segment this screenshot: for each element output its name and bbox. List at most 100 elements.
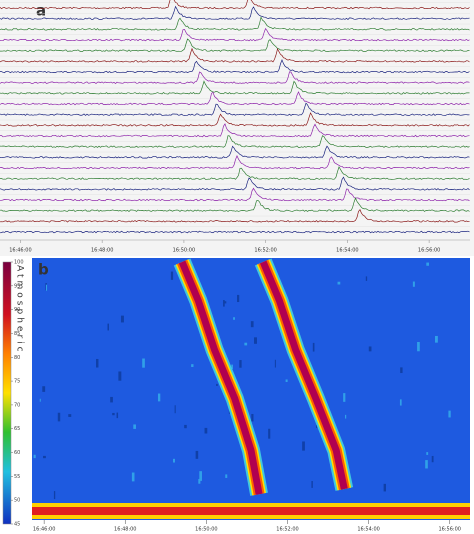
speckle: [191, 364, 194, 367]
trace: [0, 155, 470, 170]
colorbar-tick-label: 85: [14, 331, 20, 337]
speckle: [133, 424, 136, 429]
colorbar-tick-label: 95: [14, 283, 20, 289]
speckle: [39, 398, 41, 402]
speckle: [42, 386, 46, 392]
speckle: [337, 281, 341, 285]
trace: [0, 197, 470, 212]
speckle: [239, 360, 242, 368]
speckle: [233, 317, 235, 320]
speckle: [43, 455, 46, 459]
colorbar-tick-label: 90: [14, 307, 20, 313]
trace: [0, 91, 470, 106]
speckle: [268, 428, 271, 439]
speckle: [431, 455, 434, 463]
speckle: [57, 412, 61, 422]
x-tick-label: 16:48:00: [91, 248, 113, 254]
low-band-core: [32, 507, 470, 515]
speckle: [174, 405, 176, 414]
trace: [0, 209, 470, 223]
x-tick-label: 16:46:00: [9, 248, 31, 254]
speckle: [383, 483, 386, 492]
trace: [0, 176, 470, 191]
panel-a-bg: [0, 0, 474, 256]
speckle: [316, 425, 318, 429]
x-tick-label: 16:56:00: [438, 527, 460, 533]
speckle: [223, 300, 225, 307]
x-tick-label: 16:50:00: [195, 527, 217, 533]
trace: [0, 102, 470, 116]
speckle: [116, 412, 119, 419]
colorbar-label: Atmospheric: [15, 265, 25, 355]
trace: [0, 27, 470, 42]
speckle: [426, 262, 430, 266]
x-tick-label: 16:54:00: [357, 527, 379, 533]
ridge: [259, 260, 348, 490]
speckle: [68, 414, 72, 417]
x-tick-label: 16:46:00: [33, 527, 55, 533]
ridge: [178, 260, 263, 495]
speckle: [195, 450, 199, 459]
speckle: [110, 396, 113, 403]
speckle: [142, 358, 145, 368]
colorbar-tick-label: 75: [14, 379, 20, 385]
speckle: [231, 364, 233, 370]
speckle: [170, 271, 174, 280]
speckle: [311, 481, 313, 488]
speckle: [131, 472, 135, 482]
speckle: [120, 315, 124, 323]
speckle: [244, 342, 248, 346]
trace: [0, 230, 470, 234]
speckle: [199, 471, 202, 481]
trace: [0, 16, 470, 31]
speckle: [223, 301, 227, 304]
speckle: [417, 341, 420, 352]
colorbar-tick-label: 65: [14, 426, 20, 432]
speckle: [204, 427, 208, 434]
speckle: [216, 383, 218, 386]
colorbar-tick-label: 80: [14, 355, 20, 361]
trace: [0, 112, 470, 127]
speckle: [345, 414, 347, 419]
colorbar: [2, 261, 12, 525]
trace: [0, 71, 470, 84]
speckle: [368, 346, 372, 352]
speckle: [173, 458, 175, 463]
x-tick-label: 16:48:00: [114, 527, 136, 533]
trace: [0, 166, 470, 180]
speckle: [118, 371, 122, 381]
speckle: [112, 412, 115, 416]
speckle: [435, 335, 438, 343]
colorbar-tick-label: 60: [14, 450, 20, 456]
colorbar-tick-label: 55: [14, 474, 20, 480]
speckle: [302, 441, 305, 451]
speckle: [412, 281, 415, 287]
trace: [0, 38, 470, 52]
x-tick-label: 16:52:00: [276, 527, 298, 533]
speckle: [254, 337, 257, 344]
colorbar-tick-label: 70: [14, 402, 20, 408]
x-tick-label: 16:56:00: [418, 248, 440, 254]
speckle: [96, 358, 99, 368]
speckle: [237, 294, 240, 303]
speckle: [400, 367, 403, 374]
x-tick-label: 16:50:00: [173, 248, 195, 254]
speckle: [365, 276, 368, 281]
speckle: [399, 399, 402, 406]
trace: [0, 123, 470, 138]
trace: [0, 80, 470, 95]
speckle: [53, 491, 56, 500]
speckle: [157, 393, 161, 402]
trace: [0, 5, 470, 20]
speckle: [198, 478, 201, 484]
colorbar-tick-label: 45: [14, 522, 20, 528]
speckle: [107, 323, 109, 331]
speckle: [45, 284, 48, 291]
trace: [0, 187, 470, 202]
trace: [0, 135, 470, 148]
speckle: [251, 413, 254, 422]
trace: [0, 59, 470, 74]
speckle: [285, 379, 288, 382]
speckle: [184, 424, 187, 429]
